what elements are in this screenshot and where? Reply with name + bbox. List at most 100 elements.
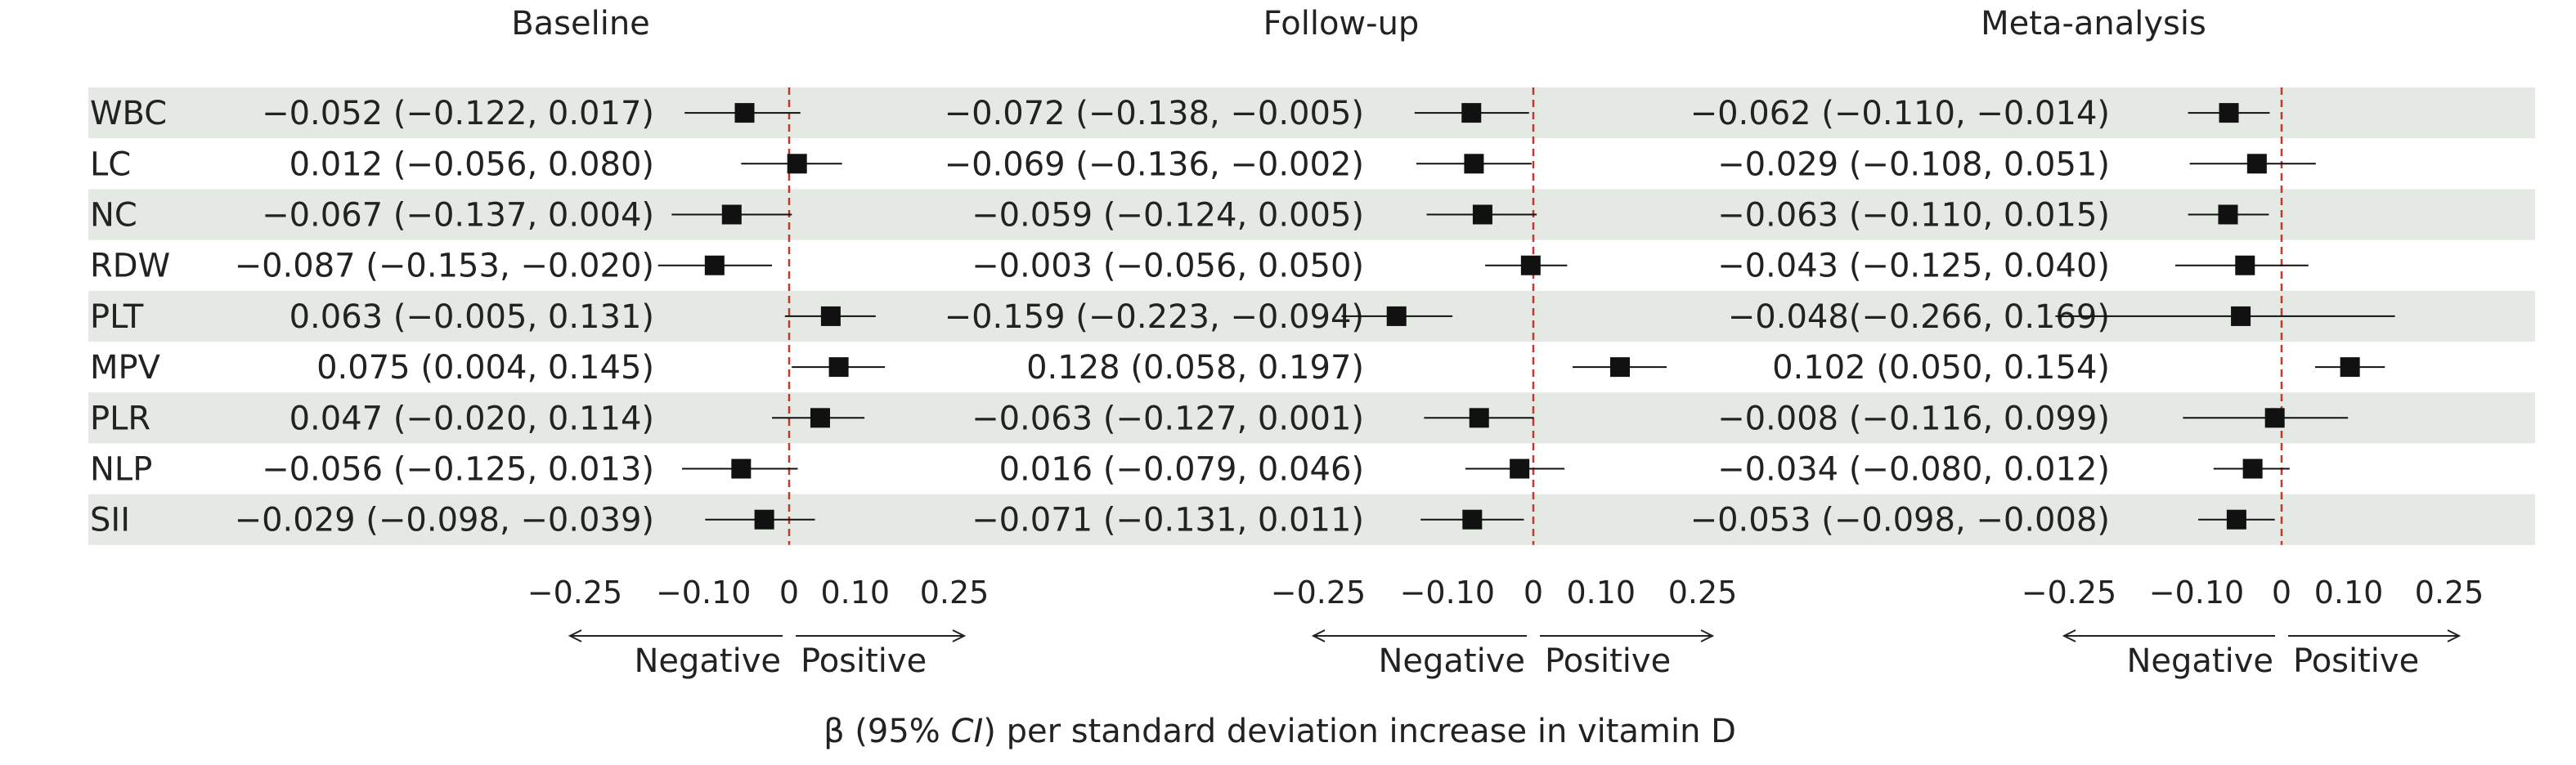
ci-text-wbc: −0.072 (−0.138, −0.005) [945, 95, 1364, 132]
estimate-marker-wbc [1461, 103, 1482, 123]
row-band [88, 189, 2535, 240]
estimate-marker-mpv [2340, 357, 2360, 378]
ci-text-plr: −0.063 (−0.127, 0.001) [972, 400, 1364, 437]
estimate-marker-wbc [2219, 103, 2239, 123]
ci-text-nlp: 0.016 (−0.079, 0.046) [999, 451, 1364, 489]
row-band [88, 392, 2535, 444]
estimate-marker-plr [2264, 408, 2285, 428]
tick-label: 0.25 [1668, 575, 1738, 611]
panel-follow-up: −0.072 (−0.138, −0.005) −0.069 (−0.136, −… [945, 87, 1738, 680]
ci-text-plt: −0.048(−0.266, 0.169) [1728, 298, 2110, 336]
estimate-marker-nc [1472, 204, 1492, 225]
estimate-marker-nlp [2242, 459, 2263, 479]
estimate-marker-nc [2218, 204, 2238, 225]
estimate-marker-sii [2226, 509, 2246, 530]
row-band [88, 494, 2535, 545]
panel-titles: Baseline Follow-up Meta-analysis [511, 5, 2206, 42]
ci-text-plr: −0.008 (−0.116, 0.099) [1717, 400, 2110, 437]
panel-title-baseline: Baseline [511, 5, 650, 42]
ci-text-nlp: −0.056 (−0.125, 0.013) [262, 451, 654, 489]
ci-text-plt: 0.063 (−0.005, 0.131) [289, 298, 654, 336]
row-band [88, 87, 2535, 139]
panel-title-meta-analysis: Meta-analysis [1981, 5, 2206, 42]
estimate-marker-plt [2231, 306, 2251, 326]
positive-arrowhead [952, 629, 967, 642]
tick-label: 0 [2272, 575, 2291, 611]
x-axis-label: β (95% CI) per standard deviation increa… [824, 713, 1736, 750]
ci-text-rdw: −0.043 (−0.125, 0.040) [1717, 248, 2110, 285]
estimate-marker-plr [1469, 408, 1489, 428]
tick-label: −0.25 [2022, 575, 2116, 611]
ci-text-nc: −0.063 (−0.110, 0.015) [1717, 197, 2110, 235]
estimate-marker-plt [1386, 306, 1407, 326]
estimate-marker-plt [820, 306, 841, 326]
positive-label: Positive [1545, 642, 1671, 680]
positive-label: Positive [801, 642, 927, 680]
panel-title-follow-up: Follow-up [1263, 5, 1420, 42]
x-axis-label-italic: CI [951, 713, 984, 750]
tick-label: −0.25 [527, 575, 622, 611]
tick-label: −0.25 [1271, 575, 1366, 611]
row-label-plr: PLR [90, 400, 150, 437]
tick-label: 0.25 [920, 575, 990, 611]
estimate-marker-rdw [1520, 255, 1541, 275]
estimate-marker-wbc [734, 103, 755, 123]
row-bands [88, 87, 2535, 545]
panels: −0.052 (−0.122, 0.017) 0.012 (−0.056, 0.0… [235, 87, 2484, 680]
ci-text-wbc: −0.052 (−0.122, 0.017) [262, 95, 654, 132]
ci-text-sii: −0.053 (−0.098, −0.008) [1690, 502, 2110, 539]
negative-arrowhead [568, 629, 582, 642]
ci-text-rdw: −0.087 (−0.153, −0.020) [235, 248, 654, 285]
ci-text-mpv: 0.075 (0.004, 0.145) [316, 349, 654, 387]
ci-text-rdw: −0.003 (−0.056, 0.050) [972, 248, 1364, 285]
estimate-marker-lc [787, 154, 807, 174]
positive-label: Positive [2293, 642, 2419, 680]
ci-text-sii: −0.071 (−0.131, 0.011) [972, 502, 1364, 539]
row-label-nlp: NLP [90, 451, 152, 489]
negative-label: Negative [2126, 642, 2273, 680]
estimate-marker-nc [721, 204, 742, 225]
row-label-rdw: RDW [90, 248, 170, 285]
ci-text-lc: −0.069 (−0.136, −0.002) [945, 145, 1364, 183]
row-label-nc: NC [90, 197, 137, 235]
tick-label: 0 [779, 575, 799, 611]
estimate-marker-rdw [704, 255, 725, 275]
negative-arrowhead [2062, 629, 2076, 642]
ci-text-plt: −0.159 (−0.223, −0.094) [945, 298, 1364, 336]
tick-label: 0.10 [2314, 575, 2384, 611]
estimate-marker-nlp [1510, 459, 1530, 479]
ci-text-nc: −0.059 (−0.124, 0.005) [972, 197, 1364, 235]
estimate-marker-rdw [2235, 255, 2255, 275]
positive-arrowhead [1700, 629, 1715, 642]
ci-text-nc: −0.067 (−0.137, 0.004) [262, 197, 654, 235]
negative-arrowhead [1311, 629, 1326, 642]
estimate-marker-sii [1462, 509, 1483, 530]
row-label-wbc: WBC [90, 95, 167, 132]
panel-meta-analysis: −0.062 (−0.110, −0.014) −0.029 (−0.108, 0… [1690, 87, 2484, 680]
row-label-lc: LC [90, 145, 131, 183]
tick-label: 0.10 [1566, 575, 1636, 611]
x-axis-label-prefix: β (95% [824, 713, 950, 750]
row-label-plt: PLT [90, 298, 144, 336]
ci-text-mpv: 0.128 (0.058, 0.197) [1026, 349, 1364, 387]
panel-baseline: −0.052 (−0.122, 0.017) 0.012 (−0.056, 0.0… [235, 87, 990, 680]
estimate-marker-mpv [1609, 357, 1630, 378]
tick-label: −0.10 [656, 575, 751, 611]
negative-label: Negative [634, 642, 781, 680]
ci-text-sii: −0.029 (−0.098, −0.039) [235, 502, 654, 539]
ci-text-lc: 0.012 (−0.056, 0.080) [289, 145, 654, 183]
ci-text-nlp: −0.034 (−0.080, 0.012) [1717, 451, 2110, 489]
ci-text-plr: 0.047 (−0.020, 0.114) [289, 400, 654, 437]
estimate-marker-plr [810, 408, 830, 428]
x-axis-label-suffix: ) per standard deviation increase in vit… [983, 713, 1736, 750]
negative-label: Negative [1378, 642, 1525, 680]
tick-label: 0 [1524, 575, 1543, 611]
tick-label: −0.10 [2149, 575, 2244, 611]
estimate-marker-sii [754, 509, 774, 530]
row-labels: WBC LC NC RDW PLT MPV PLR NLP SII [90, 95, 170, 539]
tick-label: −0.10 [1400, 575, 1495, 611]
estimate-marker-lc [1464, 154, 1484, 174]
tick-label: 0.25 [2415, 575, 2484, 611]
estimate-marker-nlp [731, 459, 752, 479]
